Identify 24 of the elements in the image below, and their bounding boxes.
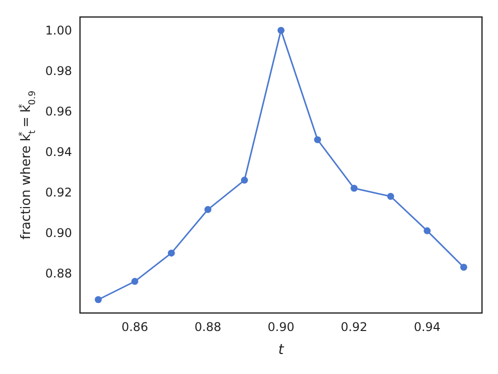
point <box>168 250 175 257</box>
y-tick-label: 0.92 <box>45 185 72 200</box>
point <box>94 296 102 304</box>
point <box>424 227 431 234</box>
y-tick-label: 1.00 <box>45 23 72 38</box>
x-tick-label: 0.86 <box>121 320 148 334</box>
point <box>240 176 248 184</box>
x-tick-label: 0.90 <box>268 320 294 334</box>
point <box>278 26 284 34</box>
x-tick-label: 0.88 <box>194 320 222 334</box>
point <box>350 184 358 192</box>
point <box>460 264 468 271</box>
point <box>314 136 322 144</box>
x-axis-title: t <box>278 342 284 358</box>
point <box>131 278 138 285</box>
y-tick-label: 0.94 <box>45 144 72 159</box>
y-tick-label: 0.88 <box>45 266 72 280</box>
x-tick-label: 0.92 <box>340 320 368 334</box>
y-tick-label: 0.98 <box>45 64 72 78</box>
x-tick-label: 0.94 <box>414 320 441 334</box>
y-tick-label: 0.96 <box>45 104 72 118</box>
point <box>204 206 212 214</box>
point <box>387 192 394 200</box>
y-tick-label: 0.90 <box>45 226 72 240</box>
